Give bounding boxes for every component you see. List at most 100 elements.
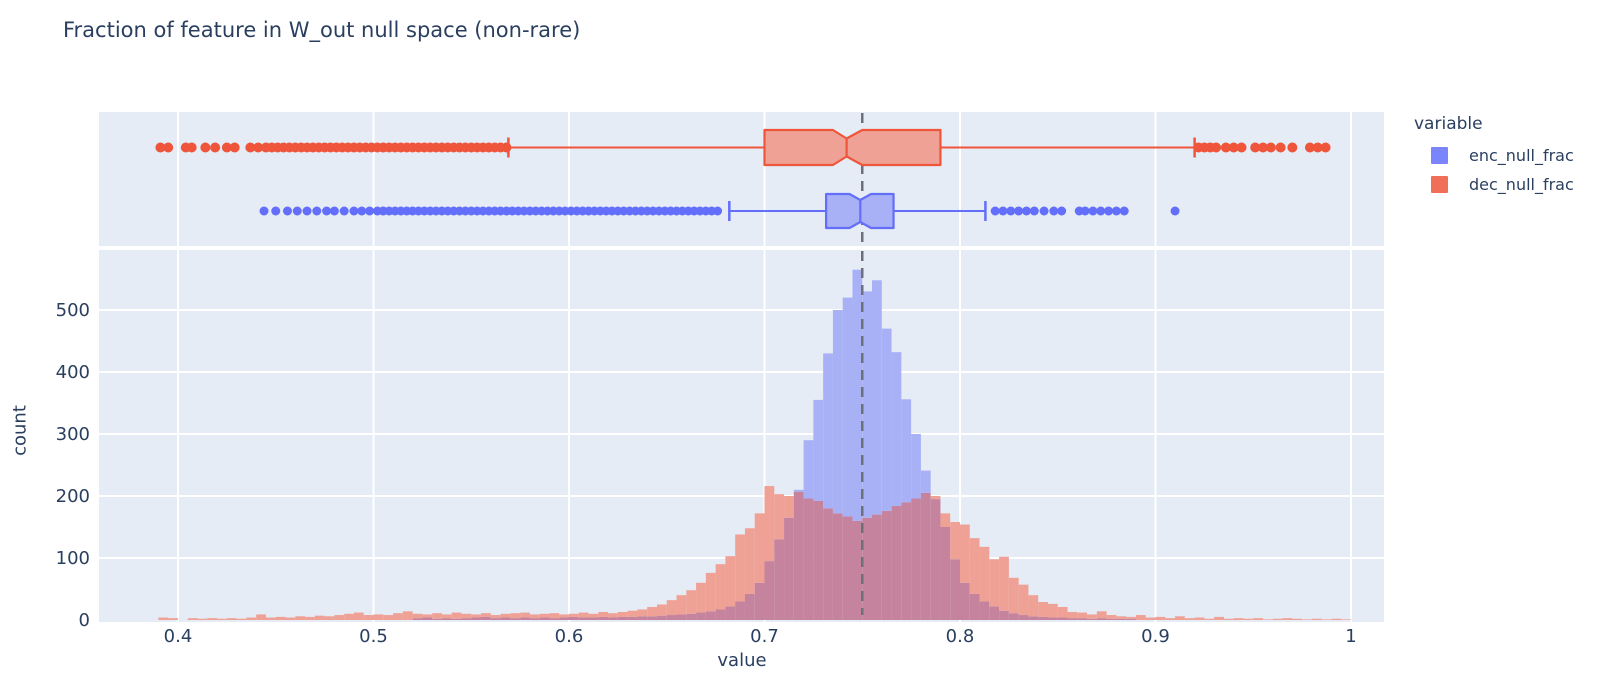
outlier-point	[253, 142, 264, 153]
outlier-point	[1320, 142, 1331, 153]
outlier-point	[501, 142, 512, 153]
histogram-bar-overlap	[950, 559, 960, 620]
histogram-bar-overlap	[920, 492, 931, 620]
histogram-bar-dec	[295, 616, 306, 620]
histogram-bar-enc	[842, 297, 853, 517]
outlier-point	[1275, 142, 1286, 153]
outlier-point	[1080, 206, 1090, 216]
histogram-bar-dec	[666, 600, 677, 616]
histogram-bar-dec	[1116, 616, 1127, 619]
histogram-bar-dec	[1145, 617, 1156, 620]
histogram-bar-dec	[432, 613, 442, 619]
histogram-bar-overlap	[852, 520, 863, 620]
histogram-bar-dec	[168, 618, 178, 620]
outlier-point	[1111, 206, 1121, 216]
outlier-point	[292, 206, 302, 216]
histogram-bar-enc	[832, 310, 843, 514]
histogram-bar-dec	[1047, 603, 1058, 618]
outlier-point	[998, 206, 1008, 216]
enc-null-frac-swatch-icon	[1431, 147, 1448, 164]
outlier-point	[259, 206, 269, 216]
histogram-bar-dec	[363, 615, 374, 620]
histogram-bar-overlap	[1087, 618, 1097, 620]
histogram-bar-overlap	[823, 508, 833, 620]
histogram-bar-dec	[500, 613, 511, 618]
box-plot-enc_null_frac	[259, 192, 1180, 230]
histogram-bar-dec	[705, 572, 716, 612]
histogram-bar-overlap	[520, 617, 530, 620]
histogram-bar-dec	[578, 612, 589, 618]
histogram-bar-enc	[901, 399, 912, 503]
histogram-bar-dec	[1272, 618, 1283, 620]
histogram-bar-dec	[1194, 617, 1205, 620]
histogram-bar-overlap	[1096, 618, 1107, 620]
histogram-bar-dec	[950, 522, 960, 560]
histogram-bar-dec	[510, 613, 521, 619]
chart-title: Fraction of feature in W_out null space …	[63, 18, 581, 42]
outlier-point	[713, 206, 723, 216]
histogram-bar-overlap	[676, 614, 687, 620]
histogram-bar-overlap	[500, 617, 511, 620]
histogram-bar-dec	[1243, 618, 1254, 620]
histogram-bar-dec	[461, 613, 472, 619]
histogram-bar-dec	[686, 590, 697, 614]
box-subplot-panel[interactable]	[99, 112, 1384, 246]
histogram-bar-dec	[940, 513, 951, 527]
tick-labels: 0.4 0.5 0.6 0.7 0.8 0.9 1 0 100 200 300 400 500	[56, 300, 1357, 647]
histogram-bar-overlap	[481, 616, 491, 620]
x-tick-label: 0.6	[555, 626, 584, 647]
histogram-bar-overlap	[979, 601, 990, 620]
y-tick-label: 0	[79, 610, 90, 631]
x-tick-label: 0.4	[164, 626, 193, 647]
histogram-bar-dec	[559, 614, 569, 618]
histogram-bar-overlap	[569, 616, 579, 620]
histogram-bar-dec	[1106, 615, 1117, 619]
histogram-bar-dec	[246, 617, 257, 620]
histogram-bar-dec	[744, 528, 755, 594]
histogram-bar-overlap	[490, 618, 501, 620]
histogram-bar-overlap	[715, 609, 726, 620]
y-tick-label: 200	[56, 486, 90, 507]
outlier-point	[1304, 142, 1315, 153]
outlier-point	[210, 142, 221, 153]
legend-item-enc-null-frac[interactable]: enc_null_frac	[1414, 146, 1574, 165]
legend-item-dec-null-frac[interactable]: dec_null_frac	[1414, 175, 1574, 194]
outlier-point	[271, 206, 281, 216]
x-tick-label: 0.8	[946, 626, 975, 647]
x-tick-label: 0.7	[750, 626, 779, 647]
histogram-bar-overlap	[647, 616, 657, 620]
histogram-bar-dec	[1135, 615, 1146, 620]
histogram-bar-overlap	[1008, 613, 1019, 620]
legend-item-label: enc_null_frac	[1469, 146, 1574, 165]
histogram-bar-overlap	[764, 561, 775, 620]
histogram-bar-dec	[960, 524, 970, 583]
histogram-bar-overlap	[969, 593, 980, 620]
histogram-bar-dec	[764, 486, 775, 562]
histogram-bar-enc	[891, 352, 902, 506]
histogram-bar-overlap	[754, 582, 765, 620]
box	[763, 128, 942, 167]
histogram-bar-dec	[784, 496, 794, 518]
histogram-bar-dec	[735, 534, 745, 602]
histogram-bar-overlap	[539, 617, 550, 620]
histogram-bar-overlap	[1106, 618, 1117, 620]
y-tick-label: 100	[56, 548, 90, 569]
outlier-point	[1039, 206, 1049, 216]
y-tick-label: 500	[56, 300, 90, 321]
histogram-bar-dec	[481, 613, 491, 617]
outlier-point	[1211, 142, 1222, 153]
histogram-bar-overlap	[832, 513, 843, 620]
y-tick-label: 300	[56, 424, 90, 445]
histogram-bar-overlap	[940, 527, 951, 620]
outlier-point	[1057, 206, 1067, 216]
histogram-bar-enc	[872, 280, 882, 515]
outlier-point	[1119, 206, 1129, 216]
histogram-bar-dec	[529, 614, 540, 619]
histogram-bar-overlap	[960, 582, 970, 620]
histogram-bar-dec	[1292, 618, 1303, 620]
histogram-bar-dec	[236, 618, 247, 620]
histogram-bar-dec	[1302, 619, 1312, 620]
outlier-point	[1021, 206, 1031, 216]
histogram-bar-dec	[696, 582, 706, 613]
